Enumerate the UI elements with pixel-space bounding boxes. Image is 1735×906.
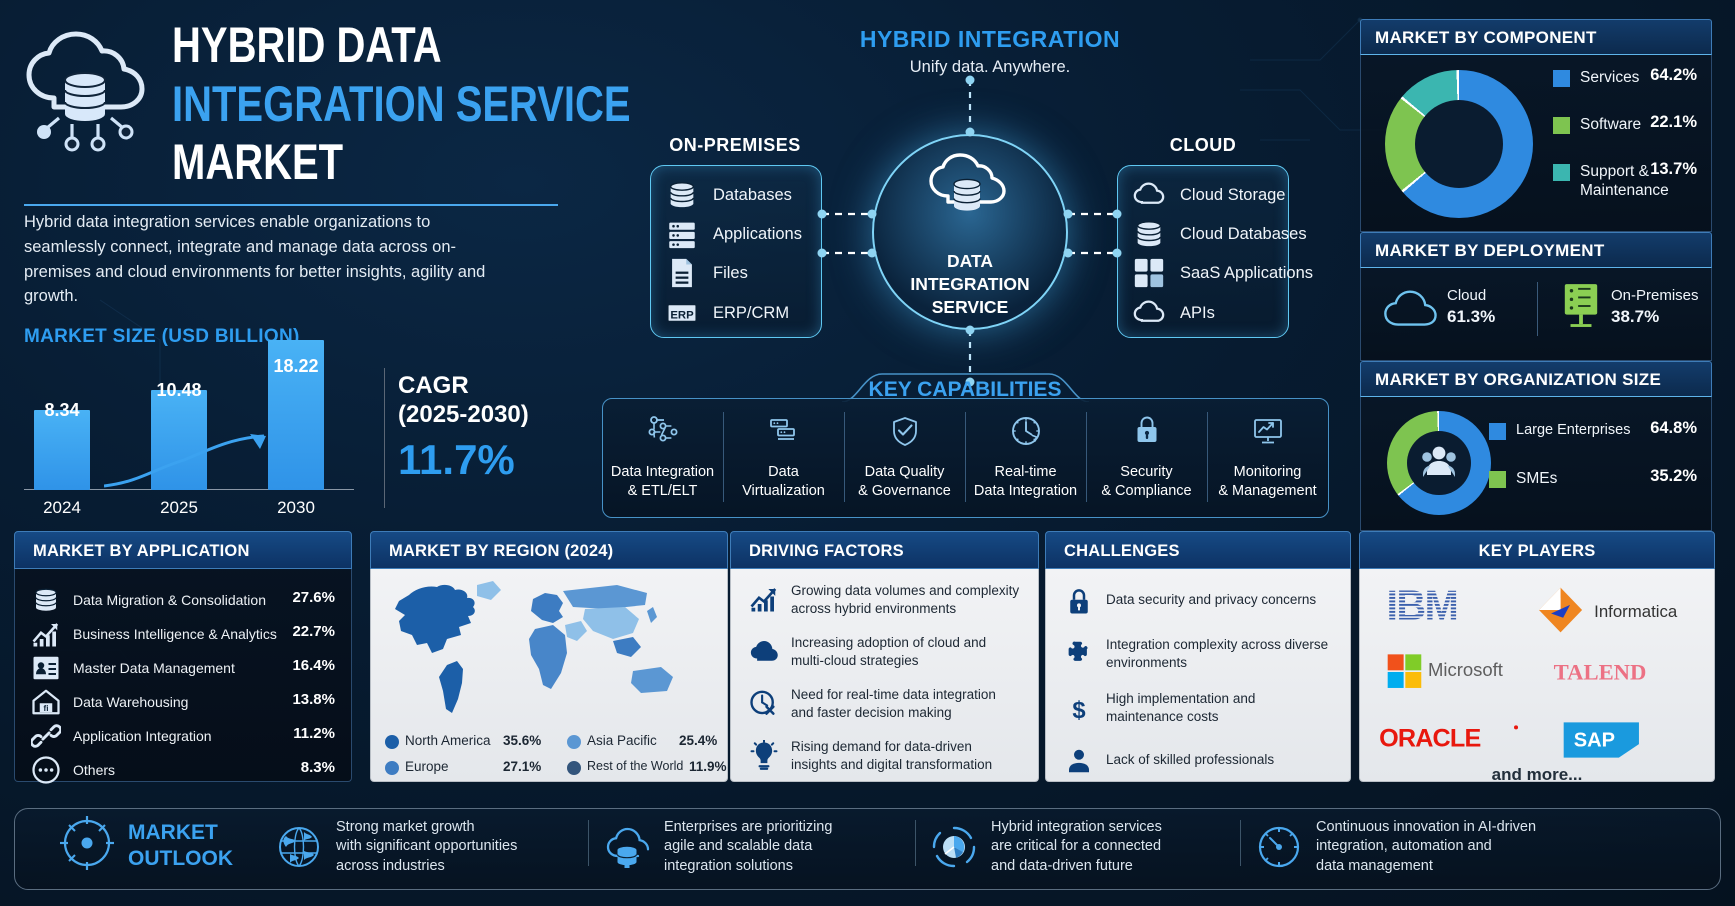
svg-text:IBM: IBM [1386, 583, 1457, 628]
svg-text:$: $ [1072, 697, 1085, 724]
svg-text:TALEND: TALEND [1554, 660, 1647, 685]
svg-text:SAP: SAP [1574, 730, 1615, 752]
svg-text:fi: fi [44, 704, 49, 713]
svg-text:ERP: ERP [670, 310, 694, 322]
svg-text:Informatica: Informatica [1594, 602, 1678, 621]
svg-text:Microsoft: Microsoft [1428, 659, 1503, 680]
svg-text:ORACLE: ORACLE [1379, 725, 1480, 753]
